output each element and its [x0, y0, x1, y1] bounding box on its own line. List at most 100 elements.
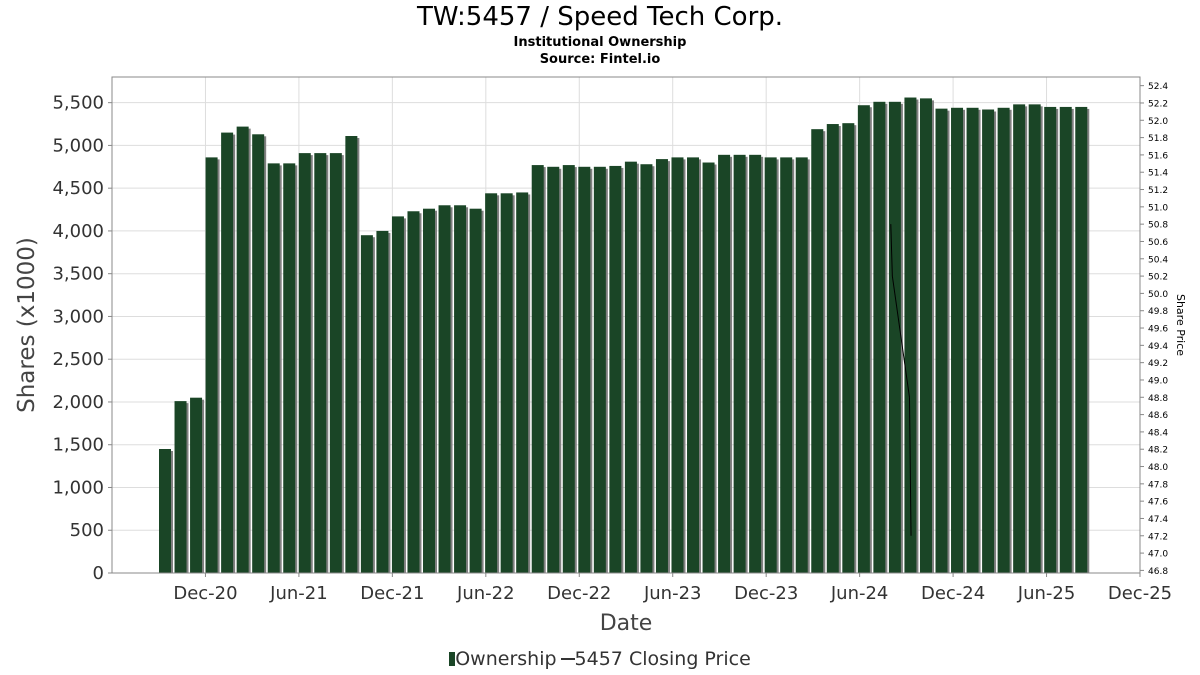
y2-tick-label: 50.2	[1148, 273, 1168, 283]
ownership-bar	[314, 153, 327, 573]
y2-axis: 46.8 47.0 47.2 47.4 47.6 47.8 48.0 48.2 48.4 48.6…	[1140, 82, 1168, 577]
ownership-bar	[500, 193, 513, 573]
ownership-bar	[578, 166, 591, 574]
y2-tick-label: 51.6	[1148, 151, 1168, 161]
y2-tick-label: 51.8	[1148, 134, 1168, 144]
y-axis: 0 500 1,000 1,500 2,000 2,500 3,000 3,500 4,000 4…	[52, 93, 112, 584]
price-segment	[908, 397, 912, 536]
y-tick-label: 4,000	[52, 221, 104, 242]
ownership-bar	[749, 154, 762, 574]
y-axis-label: Shares (x1000)	[14, 237, 40, 413]
x-axis-label: Date	[600, 611, 653, 636]
x-tick-label: Jun-23	[643, 583, 702, 604]
ownership-bar	[951, 107, 964, 574]
ownership-bar	[811, 129, 824, 573]
ownership-bar	[205, 157, 218, 573]
y2-tick-label: 50.4	[1148, 255, 1168, 265]
ownership-bar	[795, 157, 808, 573]
legend: Ownership 5457 Closing Price	[0, 648, 1200, 670]
ownership-bar	[873, 101, 886, 574]
ownership-bar	[1075, 106, 1088, 574]
ownership-bar	[562, 165, 575, 573]
y2-tick-label: 48.8	[1148, 394, 1168, 404]
price-segment	[890, 224, 893, 277]
legend-ownership-label: Ownership	[455, 648, 557, 670]
ownership-bar	[780, 157, 793, 573]
y-tick-label: 2,500	[52, 349, 104, 370]
ownership-bar	[919, 98, 932, 574]
x-tick-label: Jun-25	[1017, 583, 1076, 604]
y2-tick-label: 46.8	[1148, 567, 1168, 577]
x-axis: Dec-20 Jun-21 Dec-21 Jun-22 Dec-22 Jun-23 Dec-…	[173, 573, 1172, 604]
y2-tick-label: 51.0	[1148, 203, 1168, 213]
ownership-bar	[438, 205, 451, 573]
y-tick-label: 500	[70, 520, 104, 541]
price-line	[890, 224, 912, 536]
y2-tick-label: 50.0	[1148, 290, 1168, 300]
y2-tick-label: 48.4	[1148, 428, 1168, 438]
x-tick-label: Dec-22	[547, 583, 611, 604]
x-tick-label: Dec-21	[360, 583, 424, 604]
ownership-bar	[624, 161, 637, 574]
ownership-bar	[1059, 106, 1072, 574]
ownership-bar	[842, 123, 855, 573]
ownership-bar	[159, 449, 171, 573]
y2-tick-label: 50.6	[1148, 238, 1168, 248]
x-tick-label: Dec-20	[173, 583, 237, 604]
ownership-bar	[454, 205, 467, 573]
chart-subtitle: Institutional Ownership	[513, 35, 687, 50]
ownership-bars	[159, 97, 1088, 574]
y2-tick-label: 49.4	[1148, 342, 1168, 352]
y2-tick-label: 50.8	[1148, 221, 1168, 231]
ownership-bar	[904, 97, 917, 573]
y2-tick-label: 49.0	[1148, 376, 1168, 386]
ownership-bar	[1013, 104, 1026, 574]
ownership-bar	[174, 401, 187, 573]
ownership-bar	[298, 153, 311, 573]
y-tick-label: 3,000	[52, 306, 104, 327]
y2-tick-label: 49.8	[1148, 307, 1168, 317]
ownership-bar	[997, 107, 1010, 574]
ownership-bar	[221, 132, 234, 573]
y2-tick-label: 52.4	[1148, 82, 1168, 92]
chart-source: Source: Fintel.io	[539, 52, 661, 67]
ownership-bar	[982, 109, 995, 573]
y2-tick-label: 48.6	[1148, 411, 1168, 421]
ownership-bar	[640, 164, 653, 573]
ownership-bar	[345, 136, 358, 573]
x-tick-label: Jun-24	[830, 583, 889, 604]
ownership-bar	[252, 134, 265, 573]
ownership-bar	[764, 157, 777, 573]
ownership-bar	[531, 165, 544, 573]
ownership-bar	[376, 230, 389, 573]
y2-tick-label: 47.6	[1148, 498, 1168, 508]
ownership-bar	[1044, 106, 1057, 574]
ownership-bar	[423, 208, 436, 574]
ownership-bar	[609, 165, 622, 573]
y2-tick-label: 52.2	[1148, 99, 1168, 109]
ownership-bar	[485, 193, 498, 573]
x-tick-label: Jun-21	[269, 583, 328, 604]
ownership-bar	[190, 397, 203, 573]
ownership-bar	[360, 235, 373, 573]
y2-tick-label: 47.2	[1148, 532, 1168, 542]
y2-tick-label: 52.0	[1148, 117, 1168, 127]
ownership-bar	[267, 163, 280, 573]
ownership-bar	[329, 153, 342, 573]
y-tick-label: 0	[93, 563, 104, 584]
y-tick-label: 4,500	[52, 178, 104, 199]
y2-tick-label: 51.4	[1148, 169, 1168, 179]
ownership-bar	[733, 154, 746, 574]
ownership-bar	[236, 126, 249, 573]
y2-tick-label: 49.6	[1148, 325, 1168, 335]
y-tick-label: 1,000	[52, 477, 104, 498]
y2-tick-label: 51.2	[1148, 186, 1168, 196]
legend-price-label: 5457 Closing Price	[574, 648, 751, 670]
ownership-bar	[966, 107, 979, 574]
price-segment	[891, 276, 910, 398]
y-tick-label: 3,500	[52, 264, 104, 285]
x-tick-label: Jun-22	[456, 583, 515, 604]
ownership-bar	[857, 105, 870, 573]
ownership-bar	[283, 163, 296, 573]
